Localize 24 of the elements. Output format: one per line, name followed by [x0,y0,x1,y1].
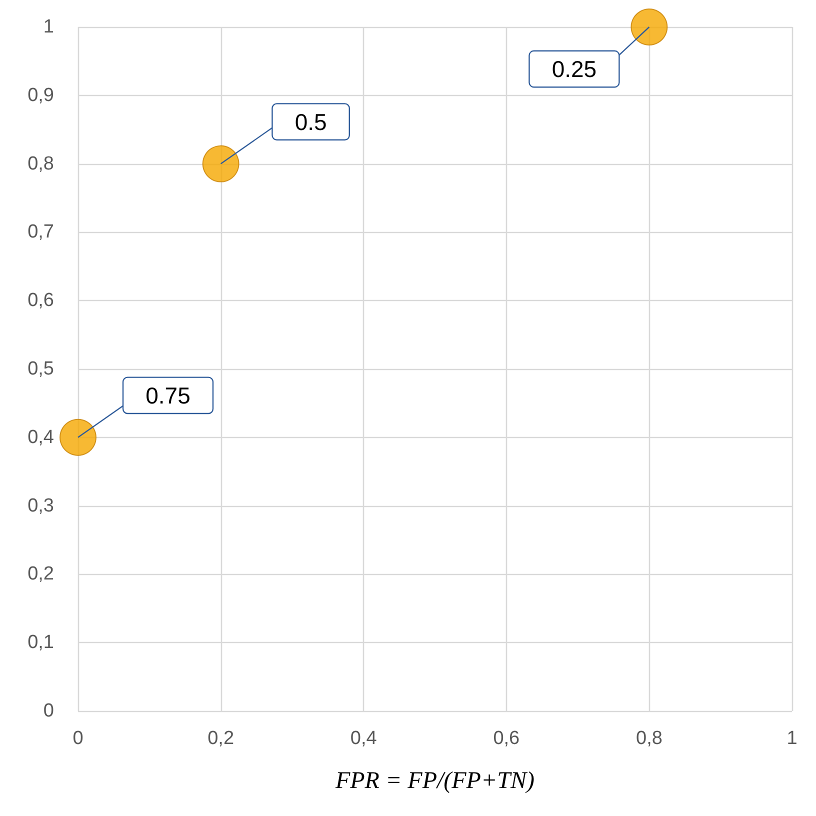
y-tick-label: 0 [43,700,54,722]
point [202,145,240,182]
y-tick-label: 0,1 [28,632,54,654]
y-tick-label: 0,5 [28,358,54,380]
x-tick-label: 0 [72,728,84,749]
y-tick-label: 0,8 [28,153,54,174]
annotation: 0.75 [146,382,190,408]
y-tick-label: 0,6 [28,290,54,312]
x-tick-label: 0,8 [636,728,662,749]
y-tick-label: 0,9 [28,84,54,106]
y-tick-label: 1 [43,16,54,38]
point [630,8,668,46]
x-tick-label: 0,2 [208,728,234,749]
x-axis-title: FPR = FP/(FP+TN) [334,768,535,794]
y-tick-label: 0,7 [28,222,54,243]
x-tick-label: 0,6 [493,728,520,749]
annotation: 0.25 [552,56,597,82]
x-tick-label: 0,4 [350,728,378,749]
y-tick-label: 0,3 [28,495,54,516]
y-tick-label: 0,2 [28,564,54,585]
point [60,418,96,456]
annotation: 0.5 [294,108,327,135]
y-tick-label: 0,4 [28,426,54,448]
x-tick-label: 1 [786,728,798,749]
